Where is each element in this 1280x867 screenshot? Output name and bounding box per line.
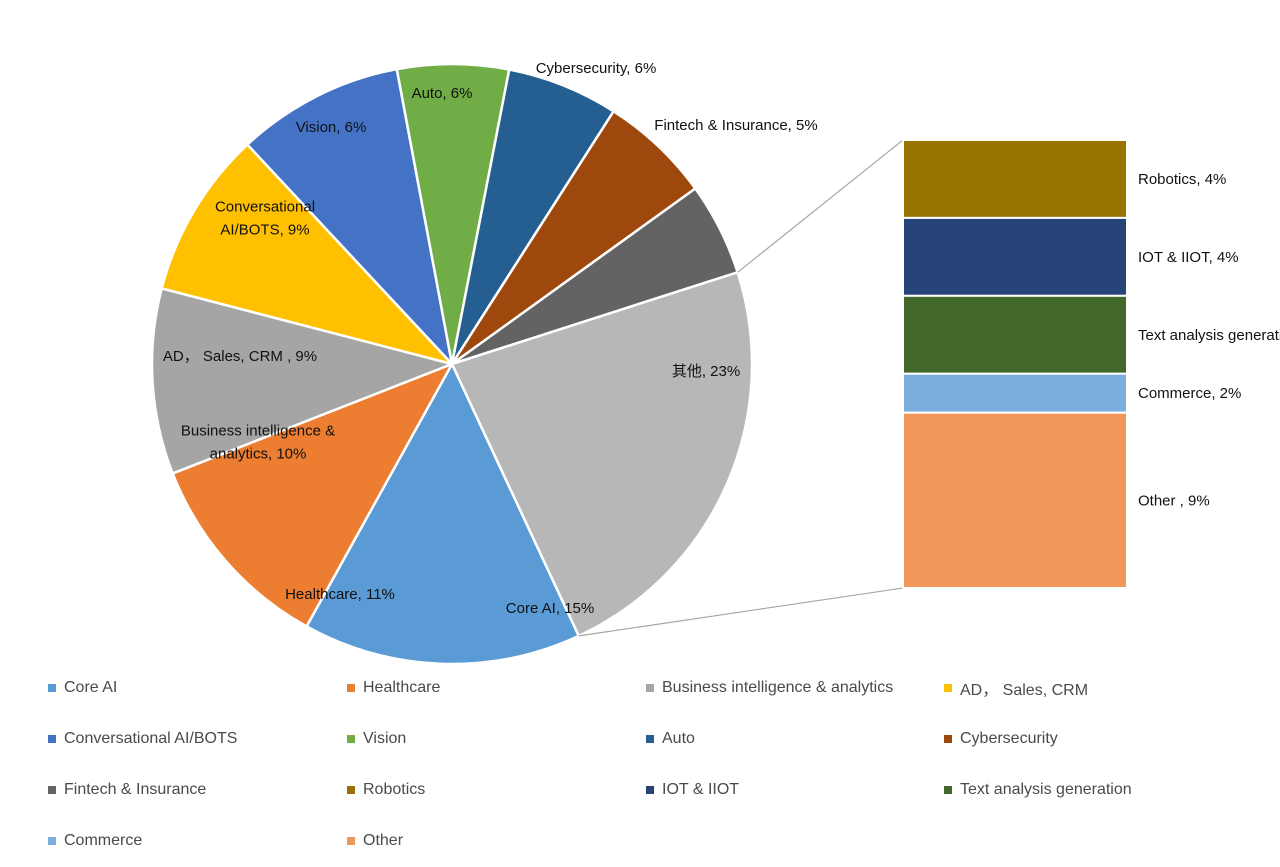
legend-item-healthcare: Healthcare: [347, 676, 440, 700]
bar-segment-commerce: [902, 372, 1128, 414]
legend-label: Auto: [662, 730, 695, 747]
legend-label: AD， Sales, CRM: [960, 682, 1089, 699]
bar-label-iot-iiot: IOT & IIOT, 4%: [1138, 249, 1239, 266]
pie-slice-business-intelligence-analytics: [150, 286, 457, 476]
legend-item-vision: Vision: [347, 727, 406, 751]
legend-item-robotics: Robotics: [347, 778, 425, 802]
legend-swatch: [347, 684, 355, 692]
legend-label: Conversational AI/BOTS: [64, 730, 238, 747]
data-label-other: 其他, 23%: [672, 363, 740, 380]
data-label-fintech-insurance: Fintech & Insurance, 5%: [654, 117, 817, 134]
legend-swatch: [48, 735, 56, 743]
data-label-ad-sales-crm: AD， Sales, CRM , 9%: [163, 348, 317, 365]
legend-label: Cybersecurity: [960, 730, 1058, 747]
legend-swatch: [944, 735, 952, 743]
legend-swatch: [944, 684, 952, 692]
legend-label: Other: [363, 832, 404, 849]
data-label-cybersecurity: Cybersecurity, 6%: [536, 60, 657, 77]
legend-label: Commerce: [64, 832, 143, 849]
connector-line-bottom: [578, 587, 904, 637]
legend-label: Core AI: [64, 679, 118, 696]
bar-segment-robotics: [902, 139, 1128, 219]
data-label-conversational-ai-bots: Conversational AI/BOTS, 9%: [215, 199, 315, 239]
legend: Core AI Healthcare Business intelligence &…: [48, 676, 1248, 866]
bar-segment-text-analysis-generation: [902, 294, 1128, 375]
legend-item-cybersecurity: Cybersecurity: [944, 727, 1058, 751]
bar-label-other: Other , 9%: [1138, 492, 1210, 509]
pie-slice-core-ai: [304, 361, 581, 666]
data-label-auto: Auto, 6%: [412, 85, 473, 102]
legend-swatch: [48, 837, 56, 845]
pie-slice-other: [450, 270, 754, 638]
connector-line-top: [737, 139, 904, 273]
legend-swatch: [347, 837, 355, 845]
legend-swatch: [347, 786, 355, 794]
legend-label: Robotics: [363, 781, 426, 798]
legend-item-ad-sales-crm: AD， Sales, CRM: [944, 676, 1088, 700]
pie-slice-healthcare: [171, 361, 455, 629]
legend-label: Healthcare: [363, 679, 441, 696]
legend-swatch: [944, 786, 952, 794]
legend-item-conversational-ai-bots: Conversational AI/BOTS: [48, 727, 237, 751]
legend-item-fintech-insurance: Fintech & Insurance: [48, 778, 206, 802]
pie-slice-conversational-ai-bots: [245, 67, 455, 368]
legend-label: IOT & IIOT: [662, 781, 740, 798]
legend-label: Text analysis generation: [960, 781, 1132, 798]
legend-label: Vision: [363, 730, 407, 747]
data-label-healthcare: Healthcare, 11%: [285, 586, 395, 603]
data-label-vision: Vision, 6%: [296, 119, 367, 136]
legend-swatch: [646, 684, 654, 692]
legend-item-other: Other: [347, 829, 403, 853]
legend-item-commerce: Commerce: [48, 829, 142, 853]
legend-swatch: [48, 684, 56, 692]
data-label-core-ai: Core AI, 15%: [506, 600, 594, 617]
bar-segment-other: [902, 411, 1128, 590]
data-labels: Core AI, 15% Healthcare, 11% Business inte…: [163, 60, 1280, 617]
legend-label: Business intelligence & analytics: [662, 679, 894, 696]
bar-label-commerce: Commerce, 2%: [1138, 385, 1241, 402]
bar-label-text-analysis-generation: Text analysis generation, 4%: [1138, 327, 1280, 344]
legend-item-business-intelligence-analytics: Business intelligence & analytics: [646, 676, 893, 700]
legend-item-text-analysis-generation: Text analysis generation: [944, 778, 1132, 802]
data-label-business-intelligence-analytics: Business intelligence & analytics, 10%: [181, 423, 335, 463]
legend-item-auto: Auto: [646, 727, 695, 751]
legend-swatch: [646, 786, 654, 794]
pie-slices: [150, 62, 754, 666]
bar-segment-iot-iiot: [902, 216, 1128, 297]
bar-label-robotics: Robotics, 4%: [1138, 171, 1226, 188]
legend-swatch: [646, 735, 654, 743]
connector-lines: [578, 139, 904, 637]
legend-item-core-ai: Core AI: [48, 676, 117, 700]
legend-swatch: [347, 735, 355, 743]
secondary-bar-segments: [902, 139, 1128, 590]
legend-swatch: [48, 786, 56, 794]
legend-item-iot-iiot: IOT & IIOT: [646, 778, 739, 802]
legend-label: Fintech & Insurance: [64, 781, 207, 798]
pie-slice-ad-sales-crm: [160, 142, 456, 367]
